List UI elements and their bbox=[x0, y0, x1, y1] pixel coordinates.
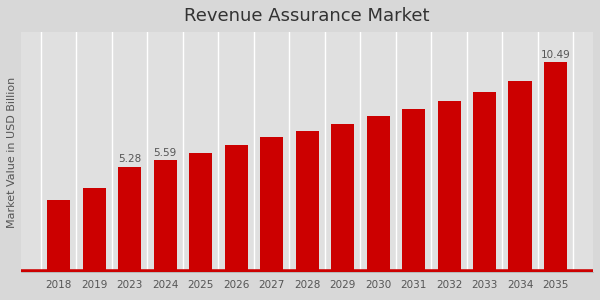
Text: 10.49: 10.49 bbox=[541, 50, 571, 60]
Bar bbox=[473, 92, 496, 272]
Bar bbox=[544, 62, 567, 272]
Title: Revenue Assurance Market: Revenue Assurance Market bbox=[184, 7, 430, 25]
Bar bbox=[508, 81, 532, 272]
Bar bbox=[260, 137, 283, 272]
Bar bbox=[402, 109, 425, 272]
Bar bbox=[437, 101, 461, 272]
Bar bbox=[83, 188, 106, 272]
Y-axis label: Market Value in USD Billion: Market Value in USD Billion bbox=[7, 76, 17, 228]
Bar bbox=[296, 131, 319, 272]
Bar bbox=[118, 167, 141, 272]
Bar bbox=[189, 153, 212, 272]
Bar bbox=[367, 116, 389, 272]
Text: 5.59: 5.59 bbox=[154, 148, 177, 158]
Text: 5.28: 5.28 bbox=[118, 154, 141, 164]
Bar bbox=[47, 200, 70, 272]
Bar bbox=[331, 124, 354, 272]
Bar bbox=[154, 160, 176, 272]
Bar bbox=[224, 145, 248, 272]
